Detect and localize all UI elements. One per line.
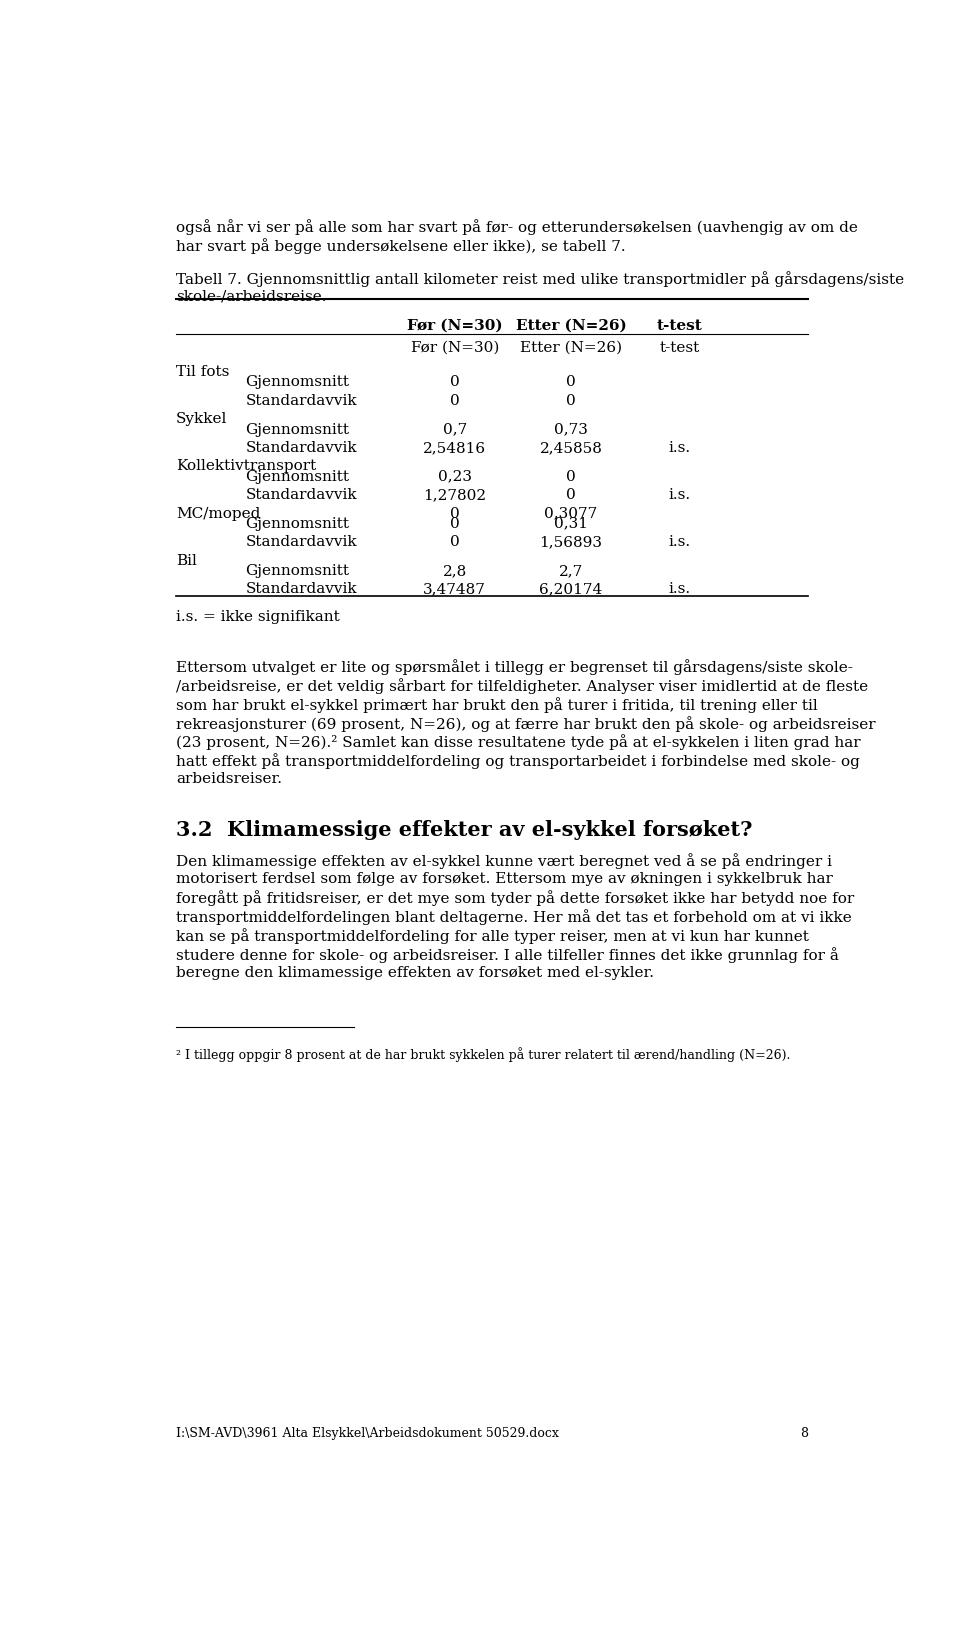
Text: 1,56893: 1,56893 bbox=[540, 535, 603, 549]
Text: Gjennomsnitt: Gjennomsnitt bbox=[246, 376, 349, 389]
Text: foregått på fritidsreiser, er det mye som tyder på dette forsøket ikke har betyd: foregått på fritidsreiser, er det mye so… bbox=[176, 891, 854, 906]
Text: rekreasjonsturer (69 prosent, N=26), og at færre har brukt den på skole- og arbe: rekreasjonsturer (69 prosent, N=26), og … bbox=[176, 716, 876, 731]
Text: arbeidsreiser.: arbeidsreiser. bbox=[176, 772, 282, 786]
Text: kan se på transportmiddelfordeling for alle typer reiser, men at vi kun har kunn: kan se på transportmiddelfordeling for a… bbox=[176, 929, 808, 943]
Text: Til fots: Til fots bbox=[176, 365, 229, 379]
Text: Den klimamessige effekten av el-sykkel kunne vært beregnet ved å se på endringer: Den klimamessige effekten av el-sykkel k… bbox=[176, 853, 831, 868]
Text: også når vi ser på alle som har svart på før- og etterundersøkelsen (uavhengig a: også når vi ser på alle som har svart på… bbox=[176, 219, 857, 235]
Text: Sykkel: Sykkel bbox=[176, 412, 228, 427]
Text: hatt effekt på transportmiddelfordeling og transportarbeidet i forbindelse med s: hatt effekt på transportmiddelfordeling … bbox=[176, 754, 859, 770]
Text: 2,45858: 2,45858 bbox=[540, 441, 603, 455]
Text: 0: 0 bbox=[566, 376, 576, 389]
Text: i.s. = ikke signifikant: i.s. = ikke signifikant bbox=[176, 610, 340, 625]
Text: 0,7: 0,7 bbox=[443, 422, 467, 437]
Text: t-test: t-test bbox=[660, 340, 700, 355]
Text: Standardavvik: Standardavvik bbox=[246, 489, 357, 502]
Text: 2,54816: 2,54816 bbox=[423, 441, 487, 455]
Text: Gjennomsnitt: Gjennomsnitt bbox=[246, 469, 349, 484]
Text: Tabell 7. Gjennomsnittlig antall kilometer reist med ulike transportmidler på gå: Tabell 7. Gjennomsnittlig antall kilomet… bbox=[176, 271, 904, 286]
Text: Før (N=30): Før (N=30) bbox=[411, 340, 499, 355]
Text: beregne den klimamessige effekten av forsøket med el-sykler.: beregne den klimamessige effekten av for… bbox=[176, 966, 654, 979]
Text: 0: 0 bbox=[450, 507, 460, 520]
Text: 6,20174: 6,20174 bbox=[540, 582, 603, 597]
Text: 3,47487: 3,47487 bbox=[423, 582, 486, 597]
Text: 0,73: 0,73 bbox=[554, 422, 588, 437]
Text: Standardavvik: Standardavvik bbox=[246, 394, 357, 407]
Text: studere denne for skole- og arbeidsreiser. I alle tilfeller finnes det ikke grun: studere denne for skole- og arbeidsreise… bbox=[176, 947, 839, 963]
Text: Gjennomsnitt: Gjennomsnitt bbox=[246, 564, 349, 577]
Text: 0,31: 0,31 bbox=[554, 517, 588, 531]
Text: I:\SM-AVD\3961 Alta Elsykkel\Arbeidsdokument 50529.docx: I:\SM-AVD\3961 Alta Elsykkel\Arbeidsdoku… bbox=[176, 1427, 559, 1440]
Text: Standardavvik: Standardavvik bbox=[246, 535, 357, 549]
Text: 0: 0 bbox=[450, 517, 460, 531]
Text: 2,8: 2,8 bbox=[443, 564, 467, 577]
Text: 1,27802: 1,27802 bbox=[423, 489, 487, 502]
Text: 0: 0 bbox=[566, 394, 576, 407]
Text: (23 prosent, N=26).² Samlet kan disse resultatene tyde på at el-sykkelen i liten: (23 prosent, N=26).² Samlet kan disse re… bbox=[176, 734, 860, 750]
Text: i.s.: i.s. bbox=[668, 582, 690, 597]
Text: 2,7: 2,7 bbox=[559, 564, 583, 577]
Text: 0: 0 bbox=[566, 489, 576, 502]
Text: Standardavvik: Standardavvik bbox=[246, 582, 357, 597]
Text: transportmiddelfordelingen blant deltagerne. Her må det tas et forbehold om at v: transportmiddelfordelingen blant deltage… bbox=[176, 909, 852, 925]
Text: Bil: Bil bbox=[176, 554, 197, 567]
Text: i.s.: i.s. bbox=[668, 489, 690, 502]
Text: t-test: t-test bbox=[657, 319, 703, 334]
Text: 0,3077: 0,3077 bbox=[544, 507, 598, 520]
Text: motorisert ferdsel som følge av forsøket. Ettersom mye av økningen i sykkelbruk : motorisert ferdsel som følge av forsøket… bbox=[176, 871, 832, 886]
Text: i.s.: i.s. bbox=[668, 535, 690, 549]
Text: Kollektivtransport: Kollektivtransport bbox=[176, 459, 316, 474]
Text: skole-/arbeidsreise.: skole-/arbeidsreise. bbox=[176, 289, 326, 304]
Text: Etter (N=26): Etter (N=26) bbox=[520, 340, 622, 355]
Text: 0: 0 bbox=[566, 469, 576, 484]
Text: Gjennomsnitt: Gjennomsnitt bbox=[246, 422, 349, 437]
Text: /arbeidsreise, er det veldig sårbart for tilfeldigheter. Analyser viser imidlert: /arbeidsreise, er det veldig sårbart for… bbox=[176, 679, 868, 693]
Text: Gjennomsnitt: Gjennomsnitt bbox=[246, 517, 349, 531]
Text: 0: 0 bbox=[450, 376, 460, 389]
Text: som har brukt el-sykkel primært har brukt den på turer i fritida, til trening el: som har brukt el-sykkel primært har bruk… bbox=[176, 697, 818, 713]
Text: Standardavvik: Standardavvik bbox=[246, 441, 357, 455]
Text: Ettersom utvalget er lite og spørsmålet i tillegg er begrenset til gårsdagens/si: Ettersom utvalget er lite og spørsmålet … bbox=[176, 659, 852, 675]
Text: 0: 0 bbox=[450, 394, 460, 407]
Text: ² I tillegg oppgir 8 prosent at de har brukt sykkelen på turer relatert til æren: ² I tillegg oppgir 8 prosent at de har b… bbox=[176, 1046, 790, 1063]
Text: Før (N=30): Før (N=30) bbox=[407, 319, 503, 334]
Text: i.s.: i.s. bbox=[668, 441, 690, 455]
Text: har svart på begge undersøkelsene eller ikke), se tabell 7.: har svart på begge undersøkelsene eller … bbox=[176, 239, 625, 253]
Text: 0: 0 bbox=[450, 535, 460, 549]
Text: 0,23: 0,23 bbox=[438, 469, 471, 484]
Text: Etter (N=26): Etter (N=26) bbox=[516, 319, 627, 334]
Text: MC/moped: MC/moped bbox=[176, 507, 260, 520]
Text: 8: 8 bbox=[801, 1427, 808, 1440]
Text: 3.2  Klimamessige effekter av el-sykkel forsøket?: 3.2 Klimamessige effekter av el-sykkel f… bbox=[176, 821, 753, 840]
